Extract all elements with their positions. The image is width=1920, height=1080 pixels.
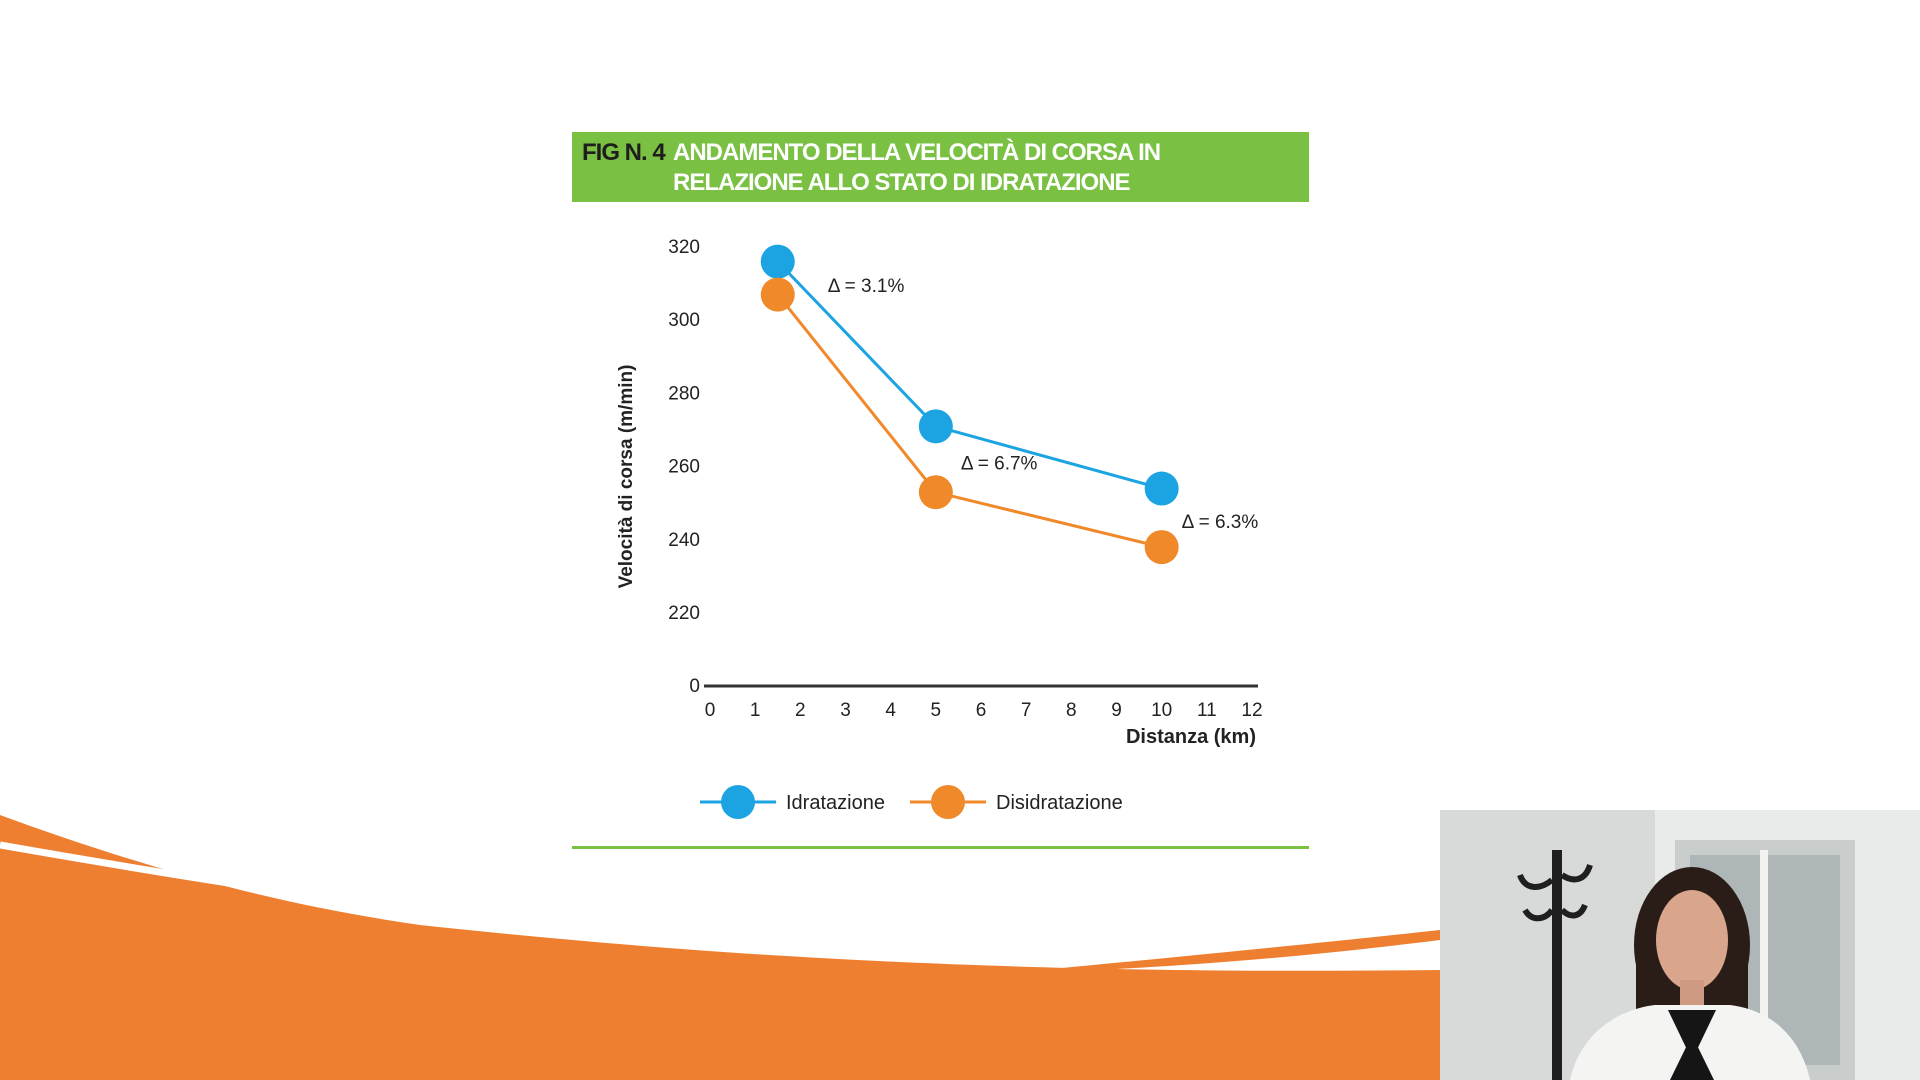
x-tick-label: 7 [1021, 700, 1032, 721]
data-point-disidratazione [760, 277, 795, 312]
y-tick-label: 220 [668, 603, 700, 624]
data-point-idratazione [918, 409, 953, 444]
series-line-disidratazione [776, 293, 1163, 549]
legend-marker [931, 785, 965, 819]
figure-header: FIG N. 4 ANDAMENTO DELLA VELOCITÀ DI COR… [572, 132, 1309, 202]
x-tick-label: 10 [1151, 700, 1172, 721]
figure-footer-rule [572, 846, 1309, 849]
data-point-idratazione [1144, 471, 1179, 506]
figure-number: FIG N. 4 [582, 139, 666, 166]
legend-label: Idratazione [786, 792, 885, 814]
x-axis-label: Distanza (km) [1126, 726, 1256, 748]
delta-annotation: Δ = 6.7% [961, 453, 1038, 474]
data-point-idratazione [760, 244, 795, 279]
x-tick-label: 9 [1111, 700, 1122, 721]
y-tick-label: 240 [668, 530, 700, 551]
y-tick-label: 320 [668, 237, 700, 258]
x-tick-label: 12 [1241, 700, 1262, 721]
line-chart: Velocità di corsa (m/min) Distanza (km) … [616, 237, 1263, 819]
x-tick-label: 5 [931, 700, 942, 721]
y-tick-label: 260 [668, 457, 700, 478]
y-tick-label: 0 [689, 676, 700, 697]
x-tick-label: 3 [840, 700, 851, 721]
y-tick-label: 300 [668, 310, 700, 331]
data-point-disidratazione [918, 475, 953, 510]
x-tick-label: 1 [750, 700, 761, 721]
x-tick-label: 4 [885, 700, 896, 721]
webcam-video-feed[interactable] [1440, 810, 1920, 1080]
x-tick-label: 2 [795, 700, 806, 721]
y-tick-label: 280 [668, 383, 700, 404]
x-tick-label: 11 [1197, 700, 1217, 721]
delta-annotation: Δ = 3.1% [828, 276, 905, 297]
x-tick-label: 8 [1066, 700, 1077, 721]
y-axis-label: Velocità di corsa (m/min) [616, 365, 637, 589]
data-point-disidratazione [1144, 530, 1179, 565]
delta-annotation: Δ = 6.3% [1182, 512, 1259, 533]
x-tick-label: 0 [705, 700, 716, 721]
legend-marker [721, 785, 755, 819]
legend-label: Disidratazione [996, 792, 1123, 814]
presenter-video-image [1440, 810, 1920, 1080]
figure-title: ANDAMENTO DELLA VELOCITÀ DI CORSA IN REL… [673, 139, 1161, 196]
x-tick-label: 6 [976, 700, 987, 721]
